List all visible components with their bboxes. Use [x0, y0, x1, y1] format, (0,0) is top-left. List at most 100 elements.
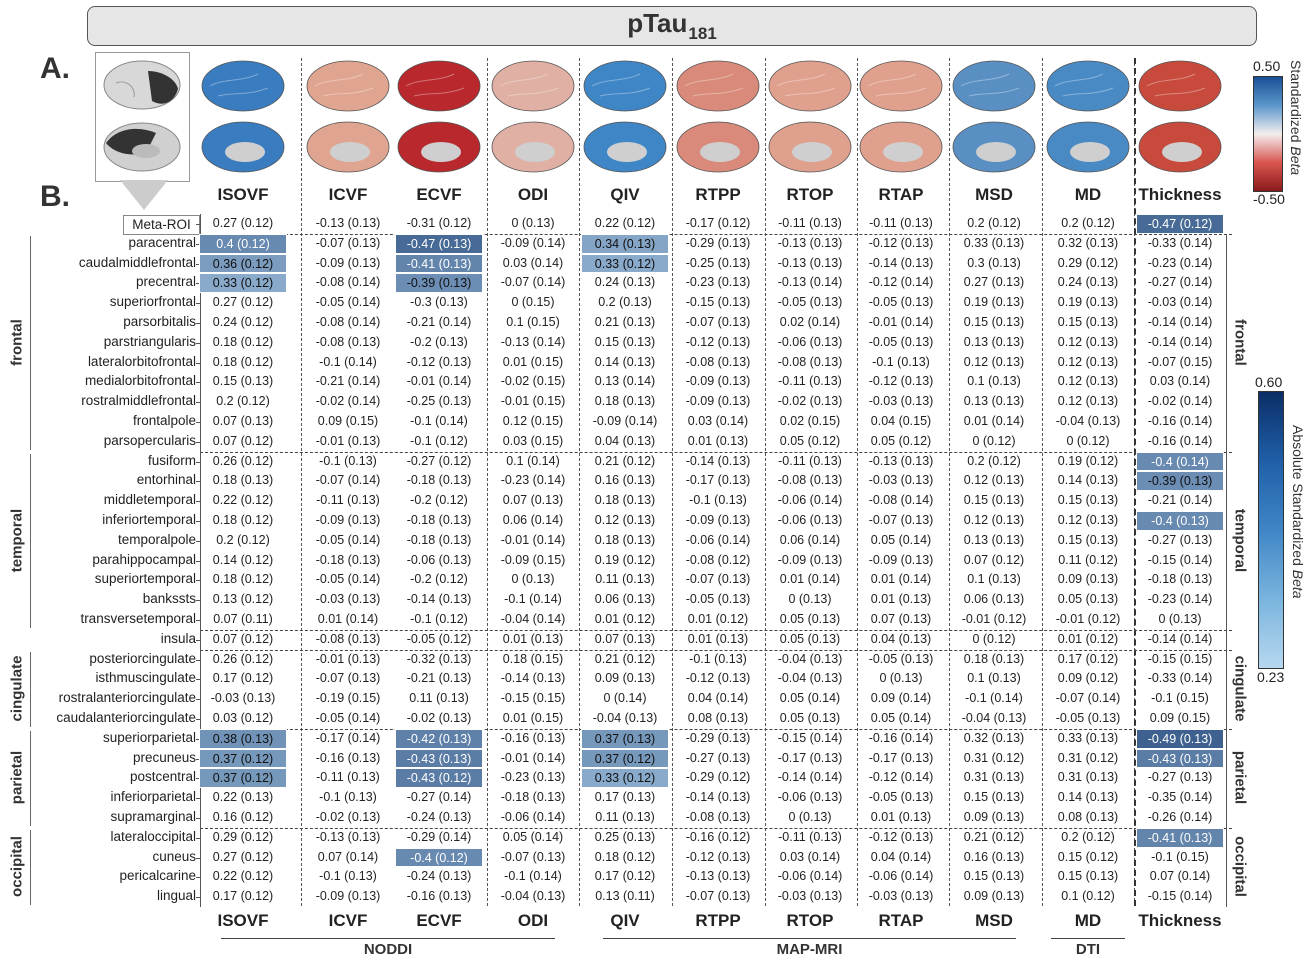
heatmap-cell: -0.23 (0.14) — [500, 473, 566, 488]
heatmap-cell: -0.21 (0.14) — [406, 315, 472, 329]
heatmap-cell: -0.06 (0.14) — [868, 869, 934, 884]
heatmap-cell: -0.11 (0.13) — [778, 216, 842, 230]
heatmap-cell: 0.25 (0.13) — [594, 829, 656, 844]
heatmap-cell: 0.03 (0.15) — [502, 433, 564, 448]
heatmap-cell: -0.07 (0.13) — [315, 235, 381, 250]
region-label-left-frontal: frontal — [8, 318, 26, 366]
heatmap-cell: -0.1 (0.15) — [1151, 849, 1209, 864]
heatmap-cell: 0.03 (0.14) — [687, 414, 749, 428]
heatmap-cell: 0.14 (0.12) — [212, 552, 274, 567]
row-tick — [196, 303, 200, 305]
heatmap-cell: 0.12 (0.15) — [502, 414, 564, 428]
heatmap-cell: -0.08 (0.14) — [868, 493, 934, 508]
row-tick — [196, 342, 200, 344]
heatmap-cell-significant: 0.38 (0.13) — [199, 728, 287, 749]
row-tick — [196, 481, 200, 483]
heatmap-cell: 0.1 (0.13) — [967, 671, 1021, 686]
heatmap-cell: -0.06 (0.14) — [500, 810, 566, 824]
heatmap-cell: 0.18 (0.12) — [594, 849, 656, 864]
row-label-parahippocampal: parahippocampal — [92, 551, 196, 567]
heatmap-cell: 0.1 (0.12) — [1061, 889, 1115, 904]
group-bracket-map-mri — [603, 938, 1016, 939]
heatmap-cell: 0.06 (0.14) — [779, 532, 841, 547]
group-label-map-mri: MAP-MRI — [776, 941, 843, 958]
group-bracket-dti — [1051, 938, 1125, 939]
heatmap-cell: -0.15 (0.14) — [1147, 889, 1213, 904]
group-label-dti: DTI — [1075, 941, 1101, 958]
heatmap-cell-significant: -0.49 (0.13) — [1136, 728, 1224, 749]
row-tick — [196, 679, 200, 681]
heatmap-cell: -0.03 (0.13) — [210, 691, 276, 706]
heatmap-cell: -0.18 (0.13) — [1147, 572, 1213, 587]
heatmap-cell: -0.02 (0.13) — [406, 711, 472, 725]
heatmap-cell: 0.15 (0.13) — [1057, 869, 1119, 884]
heatmap-cell-significant: 0.37 (0.12) — [199, 748, 287, 769]
heatmap-cell: -0.13 (0.13) — [868, 453, 934, 468]
heatmap-cell: -0.31 (0.12) — [406, 216, 472, 230]
heatmap-cell: -0.17 (0.13) — [868, 750, 934, 765]
heatmap-cell-significant: -0.39 (0.13) — [1136, 471, 1224, 492]
heatmap-cell: -0.03 (0.13) — [868, 394, 934, 409]
heatmap-cell: -0.05 (0.13) — [868, 334, 934, 349]
heatmap-cell: -0.26 (0.14) — [1147, 810, 1213, 824]
heatmap-cell: 0.12 (0.13) — [594, 513, 656, 527]
row-label-entorhinal: entorhinal — [136, 472, 196, 488]
heatmap-cell: -0.23 (0.14) — [1147, 592, 1213, 607]
brain-map-rtap — [859, 60, 943, 173]
heatmap-cell: 0.05 (0.13) — [779, 612, 841, 626]
heatmap-cell: 0.14 (0.13) — [1057, 790, 1119, 805]
heatmap-cell: 0.01 (0.15) — [502, 711, 564, 725]
heatmap-cell: 0.32 (0.13) — [1057, 235, 1119, 250]
heatmap-cell: 0.03 (0.14) — [502, 255, 564, 270]
heatmap-cell: -0.17 (0.13) — [685, 473, 751, 488]
row-tick — [196, 738, 200, 740]
heatmap-cell: 0.01 (0.14) — [317, 612, 379, 626]
heatmap-cell: -0.14 (0.13) — [868, 255, 934, 270]
heatmap-cell: 0.2 (0.12) — [1061, 829, 1115, 844]
heatmap-cell-significant: -0.41 (0.13) — [395, 253, 483, 274]
heatmap-cell: -0.16 (0.13) — [500, 730, 566, 745]
heatmap-cell: -0.14 (0.14) — [1147, 315, 1213, 329]
heatmap-cell: -0.04 (0.13) — [777, 651, 843, 666]
col-header-bottom-msd: MSD — [975, 911, 1013, 930]
heatmap-cell: -0.11 (0.13) — [778, 829, 842, 844]
heatmap-cell: 0.01 (0.13) — [870, 810, 932, 824]
row-label-lateraloccipital: lateraloccipital — [110, 828, 196, 844]
heatmap-cell: -0.14 (0.13) — [500, 671, 566, 686]
row-label-precentral: precentral — [135, 274, 196, 290]
heatmap-cell: -0.01 (0.15) — [500, 394, 566, 409]
bottom-colorbar — [1258, 391, 1284, 669]
heatmap-cell: 0.12 (0.13) — [963, 513, 1025, 527]
heatmap-cell-significant: -0.4 (0.13) — [1136, 511, 1224, 531]
heatmap-cell: 0.03 (0.14) — [779, 849, 841, 864]
row-label-rostralmiddlefrontal: rostralmiddlefrontal — [81, 393, 196, 409]
heatmap-cell: 0.03 (0.14) — [1149, 374, 1211, 389]
heatmap-cell: -0.18 (0.13) — [406, 513, 472, 527]
row-label-insula: insula — [160, 630, 196, 646]
col-header-top-rtap: RTAP — [878, 185, 924, 204]
row-tick — [196, 501, 200, 503]
region-label-left-temporal: temporal — [8, 508, 26, 572]
region-separator — [200, 827, 1232, 829]
heatmap-cell: 0.09 (0.15) — [1149, 711, 1211, 725]
region-separator — [200, 649, 1232, 651]
heatmap-cell: 0.24 (0.12) — [212, 315, 274, 329]
heatmap-cell: -0.35 (0.14) — [1147, 790, 1213, 805]
heatmap-cell: 0.12 (0.13) — [1057, 354, 1119, 369]
heatmap-cell: 0.11 (0.13) — [595, 572, 655, 587]
heatmap-cell: 0.27 (0.12) — [212, 849, 274, 864]
heatmap-cell: 0.15 (0.12) — [1057, 849, 1119, 864]
heatmap-cell: 0.05 (0.12) — [870, 433, 932, 448]
heatmap-cell: 0.12 (0.13) — [1057, 334, 1119, 349]
col-header-top-icvf: ICVF — [328, 185, 368, 204]
heatmap-cell: 0.17 (0.13) — [594, 790, 656, 805]
column-separator — [301, 58, 302, 906]
figure-title-bar: pTau181 — [87, 6, 1257, 46]
heatmap-cell: -0.08 (0.13) — [315, 631, 381, 646]
col-header-bottom-ecvf: ECVF — [416, 911, 462, 930]
heatmap-cell: -0.16 (0.13) — [406, 889, 472, 904]
heatmap-cell: 0.19 (0.13) — [963, 295, 1025, 310]
heatmap-cell: -0.21 (0.14) — [315, 374, 381, 389]
roi-pointer-triangle — [120, 180, 168, 210]
heatmap-cell: -0.01 (0.14) — [406, 374, 472, 389]
